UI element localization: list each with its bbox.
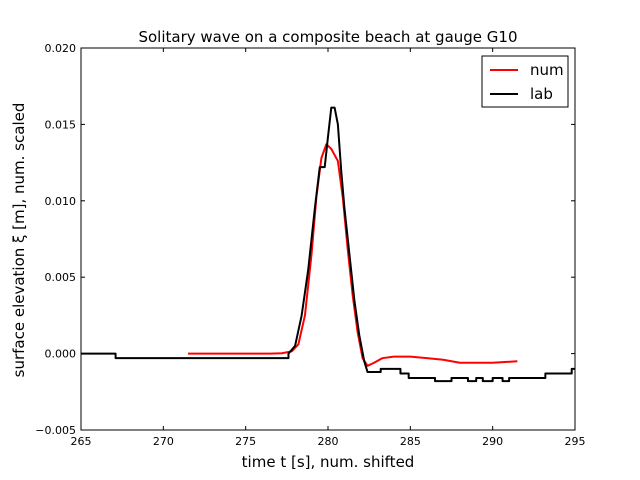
y-tick-label: 0.005 [45, 271, 77, 284]
x-tick-label: 295 [565, 435, 586, 448]
y-tick-label: 0.015 [45, 118, 77, 131]
y-tick-label: 0.010 [45, 195, 77, 208]
x-tick-label: 265 [71, 435, 92, 448]
y-tick-label: 0.000 [45, 348, 77, 361]
x-tick-label: 290 [482, 435, 503, 448]
chart-title: Solitary wave on a composite beach at ga… [138, 28, 517, 46]
legend-label-lab: lab [530, 85, 553, 103]
y-axis-label: surface elevation ξ [m], num. scaled [10, 103, 28, 378]
x-tick-label: 285 [400, 435, 421, 448]
x-axis: 265 270 275 280 285 290 295 [71, 48, 586, 448]
series-line-lab [81, 106, 575, 383]
series-layer [81, 106, 575, 383]
legend-box [481, 55, 569, 108]
legend-label-num: num [530, 61, 564, 79]
y-tick-label: −0.005 [35, 424, 76, 437]
x-tick-label: 275 [235, 435, 256, 448]
y-axis: −0.005 0.000 0.005 0.010 0.015 0.020 [35, 42, 575, 437]
legend: num lab [481, 55, 569, 108]
x-axis-label: time t [s], num. shifted [242, 453, 415, 471]
series-line-num [188, 143, 518, 367]
x-tick-label: 280 [318, 435, 339, 448]
y-tick-label: 0.020 [45, 42, 77, 55]
x-tick-label: 270 [153, 435, 174, 448]
